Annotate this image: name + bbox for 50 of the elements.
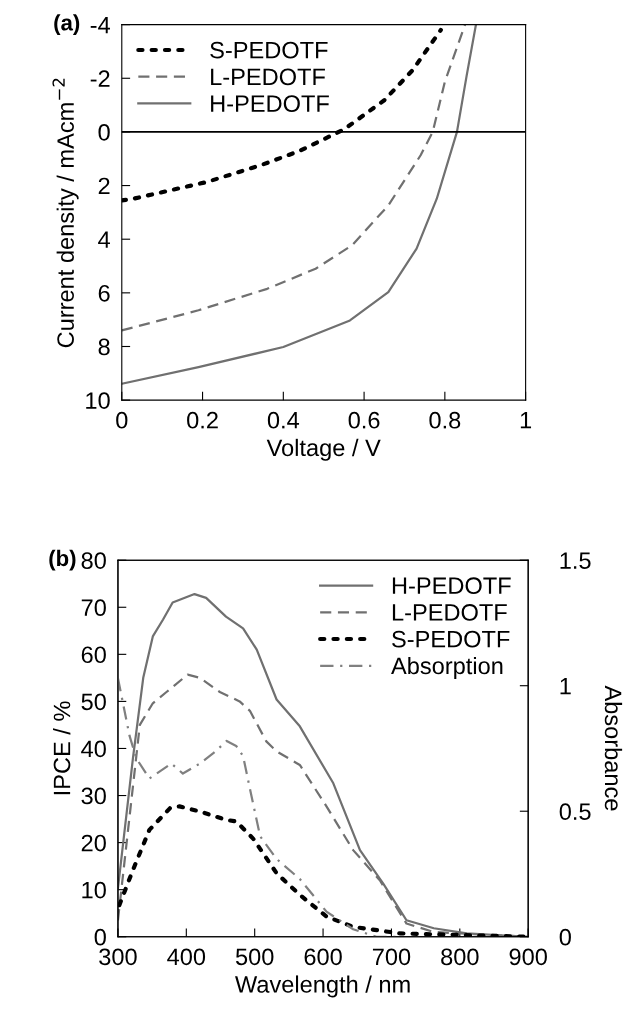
y-tick-label: -2	[90, 70, 110, 87]
x-tick-label: 900	[509, 948, 547, 966]
x-axis-title: Wavelength / nm	[235, 975, 410, 998]
y2-tick-label: 0	[559, 928, 571, 946]
x-tick-label: 400	[167, 948, 206, 966]
x-tick-label: 1	[520, 412, 532, 429]
x-tick-label: 800	[441, 948, 479, 966]
y2-axis-title: Absorbance	[604, 685, 623, 811]
legend-label: L-PEDOTF	[211, 68, 325, 86]
legend-label: Absorption	[391, 656, 503, 679]
x-axis-title: Voltage / V	[266, 438, 381, 461]
legend-label: L-PEDOTF	[392, 604, 507, 621]
y-tick-label: 40	[81, 740, 106, 758]
x-tick-label: 0.2	[187, 411, 218, 429]
x-tick-label: 500	[235, 948, 274, 966]
y2-tick-label: 1.5	[560, 552, 591, 569]
x-tick-label: 0.4	[267, 411, 300, 429]
line-series	[121, 24, 478, 385]
line-series	[121, 24, 467, 332]
y-tick-label: -4	[90, 16, 110, 34]
y-tick-label: 0	[94, 928, 106, 946]
y-tick-label: 70	[81, 599, 106, 617]
y-tick-label: 50	[81, 693, 106, 711]
y-tick-label: 8	[98, 338, 110, 356]
x-tick-label: 0.8	[429, 411, 461, 429]
y-tick-label: 4	[98, 231, 110, 248]
y-tick-label: 80	[81, 552, 106, 569]
legend-label: S-PEDOTF	[392, 630, 510, 648]
x-tick-label: 300	[99, 948, 137, 966]
y-tick-label: 60	[81, 646, 106, 664]
y-tick-label: 6	[98, 284, 110, 302]
y-tick-label: 20	[81, 834, 106, 852]
y-tick-label: 30	[81, 787, 106, 805]
y-tick-label: 10	[86, 392, 110, 409]
y2-tick-label: 1	[560, 678, 571, 695]
legend-label: H-PEDOTF	[392, 577, 511, 595]
x-tick-label: 700	[372, 948, 411, 966]
chart-title: (b)	[49, 549, 76, 571]
y2-tick-label: 0.5	[559, 803, 591, 821]
x-tick-label: 600	[304, 948, 342, 966]
x-tick-label: 0.6	[348, 411, 380, 429]
y-tick-label: 2	[98, 177, 110, 195]
legend-label: H-PEDOTF	[211, 95, 329, 112]
y-axis-title: Current density / mAcm$^{−2}$	[52, 78, 79, 348]
chart-title: (a)	[54, 14, 80, 35]
y-tick-label: 0	[98, 123, 110, 141]
x-tick-label: 0	[116, 411, 128, 429]
y-tick-label: 10	[82, 881, 106, 899]
y-axis-title: IPCE / %	[53, 701, 71, 795]
legend-label: S-PEDOTF	[210, 41, 328, 59]
